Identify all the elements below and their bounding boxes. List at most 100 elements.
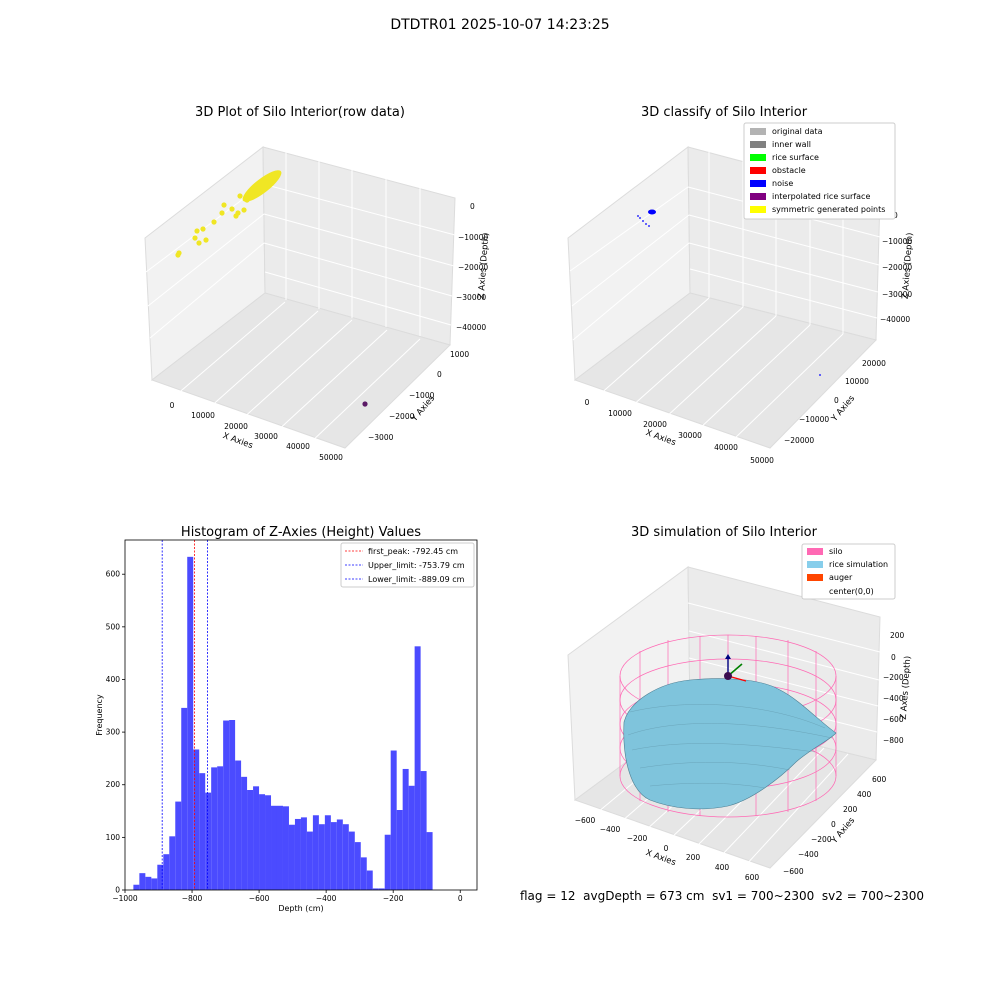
y-tick: 20000 [862, 359, 886, 368]
histogram-bar [426, 832, 433, 890]
z-tick: −600 [883, 715, 904, 724]
histogram-bar [348, 831, 355, 890]
histogram-bars [133, 556, 433, 890]
z-tick: 0 [470, 202, 475, 211]
sv2-text: sv2 = 700~2300 [821, 889, 925, 903]
histogram-bar [247, 790, 254, 890]
legend-swatch-interpolated [750, 193, 766, 200]
legend-label: obstacle [772, 166, 806, 175]
legend-label: rice surface [772, 153, 819, 162]
noise-point [637, 215, 639, 217]
histogram-bar [193, 749, 200, 890]
histogram-bar [336, 819, 343, 890]
histogram-bar [318, 824, 325, 890]
y-tick: 0 [831, 820, 836, 829]
histogram-bar [265, 795, 272, 890]
legend-swatch-symmetric [750, 206, 766, 213]
legend-swatch-original [750, 128, 766, 135]
legend-box [340, 542, 475, 588]
z-tick: 0 [891, 653, 896, 662]
panel1-scatter-purple [362, 401, 368, 407]
histogram-x-ticks: −1000 −800 −600 −400 −200 0 [112, 890, 463, 903]
legend-label: symmetric generated points [772, 205, 885, 214]
auger-axes-marker [724, 654, 747, 682]
histogram-bar [408, 785, 415, 890]
rice-simulation-surface [623, 678, 837, 810]
legend-label: center(0,0) [829, 587, 874, 596]
y-tick: 600 [872, 775, 887, 784]
panel4-legend: silo rice simulation auger center(0,0) [801, 543, 896, 600]
x-tick: 200 [686, 853, 701, 862]
panel-raw-data: 3D Plot of Silo Interior(row data) [144, 105, 492, 462]
x-tick: 0 [585, 398, 590, 407]
histogram-bar [366, 870, 373, 890]
panel1-xlabel: X Axies [221, 431, 254, 451]
x-tick: −200 [627, 834, 648, 843]
panel4-title: 3D simulation of Silo Interior [631, 525, 818, 540]
y-tick: 10000 [845, 377, 869, 386]
histogram-bar [163, 854, 170, 890]
y-tick: −2000 [389, 412, 415, 421]
y-tick: −600 [783, 867, 804, 876]
panel1-ticks: 0 10000 20000 30000 40000 50000 1000 0 −… [170, 202, 489, 462]
y-tick: 400 [857, 790, 872, 799]
panel-histogram: Histogram of Z-Axies (Height) Values −10… [95, 525, 478, 913]
z-tick: −800 [883, 736, 904, 745]
scatter-point [237, 193, 243, 199]
histogram-bar [384, 834, 391, 890]
y-tick-label: 0 [115, 886, 120, 895]
x-tick-label: 0 [458, 894, 463, 903]
histogram-bar [253, 786, 260, 890]
histogram-bar [372, 888, 379, 890]
legend-swatch-auger [807, 574, 823, 581]
histogram-bar [288, 824, 295, 890]
histogram-bar [187, 556, 194, 890]
histogram-bar [169, 836, 176, 890]
y-tick: −1000 [409, 391, 435, 400]
histogram-bar [420, 771, 427, 890]
histogram-bar [199, 773, 206, 890]
flag-text: flag = 12 [520, 889, 576, 903]
histogram-bar [259, 794, 266, 890]
histogram-y-ticks: 0 100 200 300 400 500 600 [106, 570, 125, 895]
panel3-title: Histogram of Z-Axies (Height) Values [181, 525, 421, 540]
histogram-bar [342, 824, 349, 890]
scatter-point [211, 219, 217, 225]
panel2-pane-floor [573, 292, 877, 449]
histogram-reference-lines [161, 540, 208, 890]
panel4-zlabel: Z Axes (Depth) [899, 656, 913, 721]
scatter-point [244, 197, 250, 203]
panel2-title: 3D classify of Silo Interior [641, 105, 808, 120]
z-tick: −400 [883, 694, 904, 703]
y-tick: 0 [834, 396, 839, 405]
x-tick: 600 [745, 873, 760, 882]
scatter-point [241, 207, 247, 213]
histogram-bar [414, 646, 421, 890]
legend-label: inner wall [772, 140, 811, 149]
x-tick: −600 [575, 816, 596, 825]
y-tick: −20000 [784, 436, 814, 445]
x-tick: 10000 [191, 411, 215, 420]
panel1-pane-floor [150, 292, 451, 449]
scatter-point-dense [242, 170, 282, 202]
panel2-ticks: 0 10000 20000 30000 40000 50000 20000 10… [585, 211, 913, 465]
panel1-zlabel: Z Axies (Depth) [477, 232, 492, 299]
z-tick: −40000 [880, 315, 910, 324]
x-tick: 0 [170, 401, 175, 410]
panel1-scatter-yellow [175, 170, 282, 258]
panel-simulation: 3D simulation of Silo Interior [567, 525, 913, 882]
histogram-bar [151, 878, 158, 890]
x-tick: 10000 [608, 409, 632, 418]
scatter-point [229, 206, 235, 212]
panel2-zlabel: Z Axies (Depth) [901, 232, 916, 299]
legend-swatch-rice-surface [750, 154, 766, 161]
z-tick: −200 [883, 673, 904, 682]
legend-label: noise [772, 179, 793, 188]
legend-label: auger [829, 573, 853, 582]
legend-box [801, 543, 896, 600]
z-tick: −40000 [456, 323, 486, 332]
scatter-point [192, 235, 198, 241]
y-tick-label: 400 [106, 675, 121, 684]
panel1-title: 3D Plot of Silo Interior(row data) [195, 105, 405, 120]
